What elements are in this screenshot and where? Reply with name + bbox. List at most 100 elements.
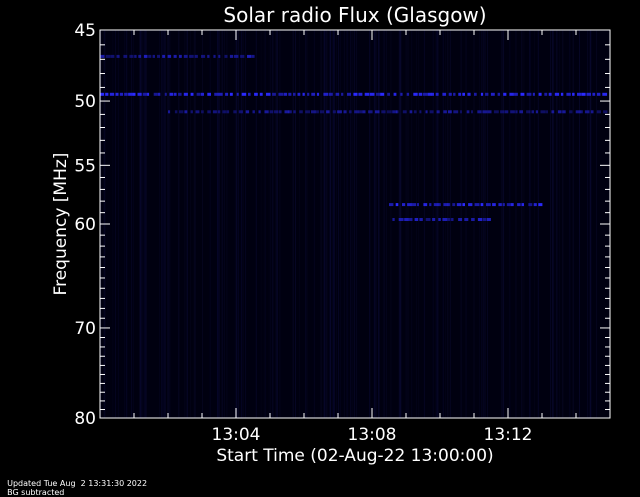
noise-column — [552, 30, 554, 418]
noise-column — [350, 30, 352, 418]
noise-column — [265, 30, 267, 418]
band-segment — [207, 110, 211, 114]
noise-column — [478, 30, 480, 418]
band-segment — [374, 110, 380, 114]
band-segment — [332, 110, 337, 114]
band-segment — [354, 110, 359, 114]
noise-column — [141, 30, 143, 418]
burst-segment — [474, 203, 480, 207]
noise-column — [523, 30, 525, 418]
band-segment — [326, 110, 330, 114]
noise-column — [327, 30, 329, 418]
band-segment — [115, 92, 119, 96]
burst-segment — [402, 203, 406, 207]
band-segment — [577, 92, 582, 96]
band-segment — [477, 110, 482, 114]
band-segment — [436, 110, 440, 114]
band-feature — [168, 110, 608, 114]
band-segment — [236, 92, 239, 96]
band-segment — [602, 92, 608, 96]
noise-column — [326, 30, 327, 418]
band-segment — [153, 92, 158, 96]
band-segment — [100, 92, 105, 96]
noise-column — [399, 30, 401, 418]
band-segment — [471, 110, 473, 114]
band-segment — [293, 92, 296, 96]
band-segment — [431, 92, 434, 96]
band-segment — [173, 54, 177, 58]
noise-column — [226, 30, 228, 418]
band-segment — [368, 110, 373, 114]
burst-segment — [446, 218, 451, 221]
noise-column — [529, 30, 531, 418]
band-segment — [266, 92, 271, 96]
noise-column — [373, 30, 375, 418]
noise-column — [587, 30, 589, 418]
noise-column — [350, 30, 352, 418]
band-segment — [233, 110, 237, 114]
band-segment — [164, 92, 167, 96]
band-segment — [178, 92, 182, 96]
band-segment — [513, 92, 518, 96]
noise-column — [416, 30, 417, 418]
band-segment — [487, 110, 492, 114]
noise-column — [195, 30, 196, 418]
x-axis-label: Start Time (02-Aug-22 13:00:00) — [216, 446, 493, 466]
noise-column — [279, 30, 281, 418]
burst-segment — [429, 203, 432, 207]
noise-column — [330, 30, 332, 418]
band-segment — [278, 92, 284, 96]
noise-column — [329, 30, 331, 418]
noise-column — [515, 30, 517, 418]
noise-column — [375, 30, 377, 418]
noise-column — [223, 30, 225, 418]
band-segment — [201, 54, 206, 58]
noise-column — [260, 30, 262, 418]
band-segment — [343, 110, 347, 114]
band-segment — [184, 110, 188, 114]
x-axis: 13:04 13:08 13:12 — [133, 30, 577, 445]
noise-column — [373, 30, 375, 418]
band-segment — [409, 110, 413, 114]
y-axis: 45 50 55 60 70 80 — [74, 21, 610, 429]
band-segment — [167, 54, 172, 58]
burst-segment — [443, 203, 449, 207]
noise-column — [130, 30, 132, 418]
noise-column — [126, 30, 127, 418]
noise-column — [236, 30, 237, 418]
noise-column — [186, 30, 188, 418]
noise-column — [553, 30, 554, 418]
noise-column — [161, 30, 163, 418]
noise-column — [368, 30, 370, 418]
band-feature — [100, 92, 608, 96]
band-segment — [119, 92, 124, 96]
burst-segment — [451, 218, 454, 221]
noise-column — [587, 30, 589, 418]
burst-feature — [392, 218, 491, 221]
band-segment — [319, 110, 324, 114]
band-segment — [427, 92, 432, 96]
noise-column — [418, 30, 420, 418]
band-segment — [201, 110, 204, 114]
band-segment — [443, 110, 447, 114]
band-segment — [335, 92, 340, 96]
band-segment — [123, 54, 128, 58]
burst-segment — [447, 203, 451, 207]
band-segment — [234, 54, 239, 58]
burst-segment — [411, 203, 417, 207]
band-segment — [482, 110, 487, 114]
band-segment — [269, 110, 274, 114]
band-segment — [138, 54, 142, 58]
noise-column — [530, 30, 532, 418]
noise-column — [557, 30, 559, 418]
noise-column — [590, 30, 592, 418]
band-segment — [413, 92, 418, 96]
noise-column — [164, 30, 166, 418]
band-segment — [526, 92, 532, 96]
band-segment — [225, 92, 229, 96]
band-segment — [147, 92, 150, 96]
burst-segment — [395, 203, 399, 207]
noise-column — [521, 30, 523, 418]
band-segment — [222, 110, 227, 114]
noise-column — [442, 30, 444, 418]
